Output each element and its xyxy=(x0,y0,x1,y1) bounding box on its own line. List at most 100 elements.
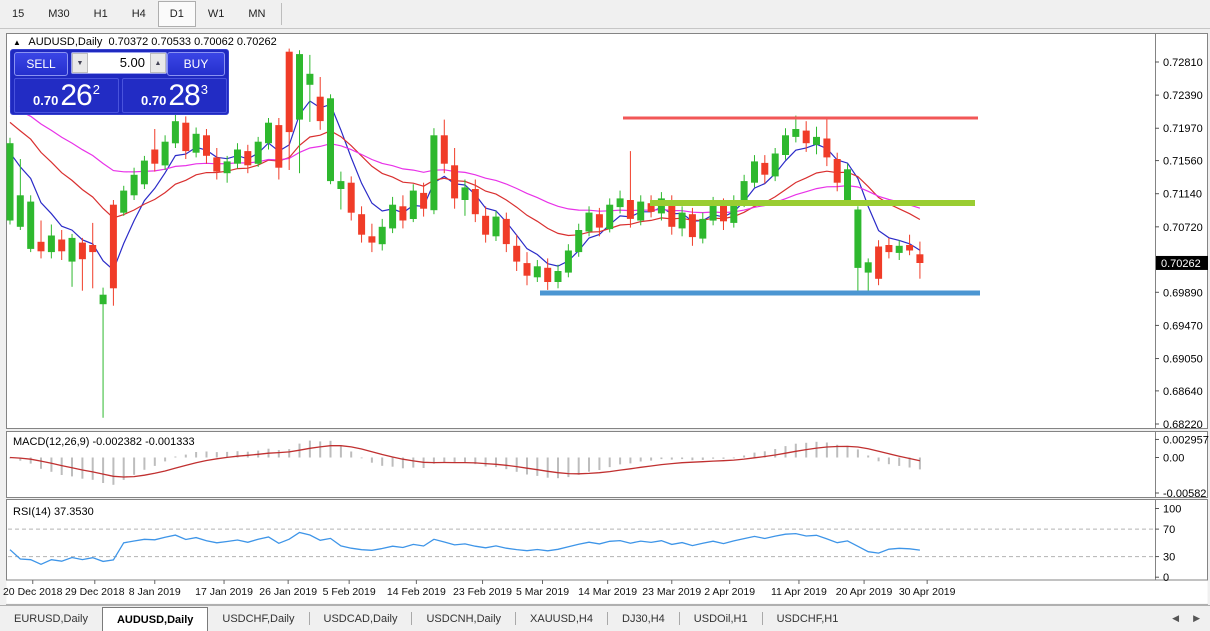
volume-decrease-arrow-icon[interactable]: ▼ xyxy=(72,53,88,73)
candle-bull xyxy=(306,73,314,85)
candle-bull xyxy=(637,201,645,221)
macd-axis-label: 0.00 xyxy=(1163,453,1184,465)
candle-bear xyxy=(213,157,221,172)
candle-bear xyxy=(688,214,696,238)
buy-button[interactable]: BUY xyxy=(167,52,225,76)
chart-tab-usdcad-daily[interactable]: USDCAD,Daily xyxy=(323,612,398,625)
candle-bull xyxy=(389,204,397,229)
candle-bull xyxy=(409,190,417,219)
chart-canvas[interactable]: 0.728100.723900.719700.715600.711400.707… xyxy=(0,29,1210,606)
candle-bear xyxy=(647,203,655,212)
candle-bear xyxy=(420,192,428,209)
timeframe-button-h1[interactable]: H1 xyxy=(93,8,108,20)
candle-bear xyxy=(151,149,159,164)
chart-tab-xauusd-h4[interactable]: XAUUSD,H4 xyxy=(530,612,593,625)
chart-tab-usdoil-h1[interactable]: USDOil,H1 xyxy=(693,612,748,625)
macd-bar xyxy=(122,457,125,480)
candle-bear xyxy=(203,135,210,156)
rsi-axis-label: 30 xyxy=(1163,552,1175,564)
sell-price-pips: 26 xyxy=(60,78,92,112)
candle-bull xyxy=(99,294,107,305)
macd-bar xyxy=(567,457,570,478)
timeframe-button-w1[interactable]: W1 xyxy=(207,8,225,20)
chart-tab-audusd-daily[interactable]: AUDUSD,Daily xyxy=(101,607,209,631)
candle-bull xyxy=(492,216,500,237)
tab-divider xyxy=(411,612,413,625)
macd-axis-label: -0.00582 xyxy=(1163,488,1206,500)
date-axis-label: 20 Dec 2018 xyxy=(3,586,63,598)
buy-price-button[interactable]: 0.70 28 3 xyxy=(122,78,227,113)
candle-bear xyxy=(523,263,531,276)
macd-bar xyxy=(29,457,32,464)
macd-bar xyxy=(164,457,167,462)
macd-bar xyxy=(629,457,632,464)
chart-tab-eurusd-daily[interactable]: EURUSD,Daily xyxy=(14,612,88,625)
candle-bull xyxy=(161,141,169,166)
volume-spinner[interactable]: ▼ 5.00 ▲ xyxy=(71,52,167,74)
candle-bear xyxy=(368,236,376,243)
candle-bull xyxy=(782,135,789,155)
candle-bull xyxy=(6,143,14,221)
candle-bull xyxy=(854,209,862,268)
candle-bull xyxy=(47,235,55,253)
candle-bear xyxy=(916,254,924,263)
macd-bar xyxy=(236,451,239,458)
candle-bear xyxy=(347,182,355,213)
candle-bull xyxy=(813,136,820,145)
candle-bull xyxy=(616,198,624,208)
macd-bar xyxy=(484,457,487,467)
tab-divider xyxy=(308,612,310,625)
macd-bar xyxy=(918,457,921,470)
candle-bull xyxy=(223,161,231,174)
timeframe-button-d1[interactable]: D1 xyxy=(157,1,196,27)
candle-bear xyxy=(316,96,324,122)
macd-bar xyxy=(898,457,901,466)
rsi-axis-label: 100 xyxy=(1163,504,1181,516)
macd-bar xyxy=(71,457,73,477)
collapse-arrow-icon[interactable]: ▲ xyxy=(13,38,21,47)
candle-bull xyxy=(337,181,345,189)
candle-bear xyxy=(275,125,283,168)
macd-bar xyxy=(40,457,42,469)
macd-bar xyxy=(546,457,549,478)
chart-tab-usdcnh-daily[interactable]: USDCNH,Daily xyxy=(426,612,502,625)
candle-bear xyxy=(668,200,676,227)
timeframe-button-h4[interactable]: H4 xyxy=(131,8,146,20)
date-axis-strip xyxy=(6,580,1208,604)
tab-scroll-left-icon[interactable]: ◀ xyxy=(1172,613,1180,623)
tab-divider xyxy=(515,612,517,625)
timeframe-button-m30[interactable]: M30 xyxy=(48,8,70,20)
rsi-indicator-label: RSI(14) 37.3530 xyxy=(13,506,94,518)
timeframe-button-15[interactable]: 15 xyxy=(12,8,25,20)
tab-divider xyxy=(678,612,680,625)
chart-tab-usdchf-h1[interactable]: USDCHF,H1 xyxy=(776,612,839,625)
candle-bull xyxy=(606,204,614,230)
macd-bar xyxy=(401,457,404,469)
volume-value[interactable]: 5.00 xyxy=(119,55,145,70)
macd-bar xyxy=(319,441,322,458)
macd-bar xyxy=(505,457,508,470)
sell-button[interactable]: SELL xyxy=(14,52,68,76)
one-click-trade-panel: SELL ▼ 5.00 ▲ BUY 0.70 26 2 0.70 28 3 xyxy=(10,49,229,115)
candle-bull xyxy=(533,266,541,278)
macd-bar xyxy=(743,455,746,458)
macd-bar xyxy=(432,457,435,464)
tab-scroll-right-icon[interactable]: ▶ xyxy=(1193,613,1200,623)
candles xyxy=(6,48,924,418)
ohlc-values: 0.70372 0.70533 0.70062 0.70262 xyxy=(108,36,277,48)
timeframe-button-mn[interactable]: MN xyxy=(248,8,266,20)
candle-bull xyxy=(771,153,779,177)
price-axis-label: 0.69890 xyxy=(1163,287,1203,299)
rsi-axis-label: 0 xyxy=(1163,572,1169,584)
date-axis-label: 2 Apr 2019 xyxy=(704,586,755,598)
candle-bear xyxy=(182,122,190,152)
macd-indicator-label: MACD(12,26,9) -0.002382 -0.001333 xyxy=(13,436,195,448)
sell-price-button[interactable]: 0.70 26 2 xyxy=(14,78,119,113)
candle-bull xyxy=(192,133,200,153)
buy-price-pips: 28 xyxy=(168,78,200,112)
macd-histogram xyxy=(9,440,921,485)
chart-tab-dj30-h4[interactable]: DJ30,H4 xyxy=(622,612,665,625)
chart-tab-usdchf-daily[interactable]: USDCHF,Daily xyxy=(222,612,295,625)
volume-increase-arrow-icon[interactable]: ▲ xyxy=(150,53,166,73)
macd-bar xyxy=(722,457,725,459)
